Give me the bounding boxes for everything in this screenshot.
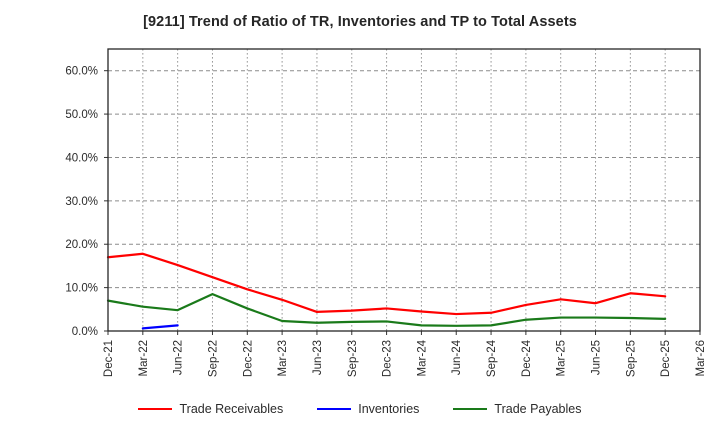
legend-item[interactable]: Inventories xyxy=(317,402,419,416)
x-axis-tick-label: Dec-24 xyxy=(521,339,533,377)
x-axis-tick-label: Mar-24 xyxy=(416,339,428,376)
legend-line-swatch xyxy=(317,408,352,410)
plot-border xyxy=(107,48,701,332)
gridlines xyxy=(107,49,701,331)
x-axis-tick-label: Sep-24 xyxy=(486,339,498,377)
legend-line-swatch xyxy=(453,408,488,410)
x-axis-tick-label: Jun-24 xyxy=(451,339,463,375)
x-axis-tick-label: Mar-26 xyxy=(695,340,707,376)
x-axis-tick-labels: Dec-21 Mar-22 Jun-22 Sep-22 Dec-22 Mar-23 Jun-… xyxy=(103,331,707,377)
x-axis-tick-label: Dec-25 xyxy=(660,340,672,377)
x-axis-tick-label: Sep-23 xyxy=(347,340,359,377)
data-series-line xyxy=(106,293,667,327)
y-axis-tick-label: 0.0% xyxy=(72,326,98,338)
x-axis-tick-label: Dec-21 xyxy=(103,340,115,377)
x-axis-tick-label: Sep-25 xyxy=(625,340,637,377)
y-axis-tick-label: 60.0% xyxy=(65,66,98,78)
legend-label: Trade Payables xyxy=(494,402,582,416)
x-axis-tick-label: Mar-22 xyxy=(138,340,150,376)
x-axis-tick-label: Sep-22 xyxy=(207,340,219,377)
y-axis-tick-label: 50.0% xyxy=(65,109,98,121)
x-axis-tick-label: Dec-22 xyxy=(242,340,254,377)
y-axis-tick-label: 40.0% xyxy=(65,152,98,164)
x-axis-tick-label: Mar-25 xyxy=(556,340,568,376)
chart-legend: Trade Receivables Inventories Trade Payabl… xyxy=(0,402,720,416)
data-series-layer xyxy=(106,252,667,330)
y-axis-tick-label: 20.0% xyxy=(65,239,98,251)
legend-label: Inventories xyxy=(358,402,420,416)
legend-item[interactable]: Trade Receivables xyxy=(138,402,283,416)
data-series-line xyxy=(141,324,179,330)
x-axis-tick-label: Mar-23 xyxy=(277,340,289,376)
x-axis-tick-label: Jun-23 xyxy=(312,340,324,375)
plot-frame xyxy=(107,48,701,332)
y-axis-tick-labels: 0.0% 10.0% 20.0% 30.0% 40.0% 50.0% 60.0% xyxy=(65,66,108,338)
y-axis-tick-label: 30.0% xyxy=(65,196,98,208)
x-axis-tick-label: Jun-22 xyxy=(173,340,185,375)
chart-title: [9211] Trend of Ratio of TR, Inventories… xyxy=(143,14,577,30)
x-axis-tick-label: Jun-25 xyxy=(591,340,603,375)
x-axis-tick-label: Dec-23 xyxy=(382,340,394,377)
legend-label: Trade Receivables xyxy=(179,402,284,416)
y-axis-tick-label: 10.0% xyxy=(65,283,98,295)
data-series-line xyxy=(106,252,667,316)
legend-item[interactable]: Trade Payables xyxy=(453,402,582,416)
legend-line-swatch xyxy=(138,408,173,410)
